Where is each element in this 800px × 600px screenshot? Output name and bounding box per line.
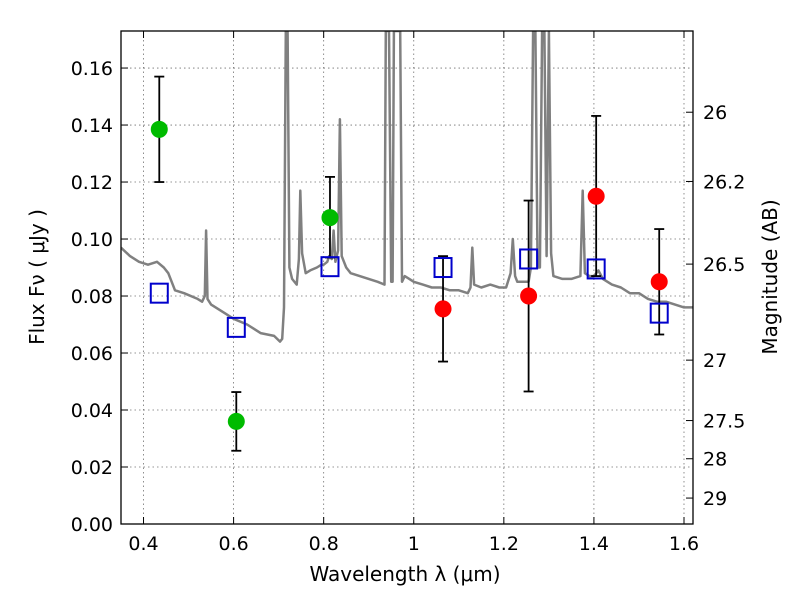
x-tick-label: 1.2 <box>489 533 519 555</box>
y-tick-label: 0.02 <box>71 457 113 479</box>
right-axis-label: Magnitude (AB) <box>758 199 782 354</box>
y-tick-label: 0.12 <box>71 172 113 194</box>
axes: 0.4 0.6 0.8 1 1.2 1.4 1.6 0.00 0.02 0.04 0.06 0.08 0… <box>71 30 745 555</box>
x-axis-label: Wavelength λ (μm) <box>309 562 500 586</box>
right-tick-label: 28 <box>703 449 727 471</box>
model-square <box>519 248 539 270</box>
model-square <box>586 258 606 280</box>
model-square <box>320 256 340 278</box>
right-tick-label: 26.2 <box>703 171 745 193</box>
y-tick-label: 0.06 <box>71 343 113 365</box>
data-point <box>321 209 339 227</box>
y-tick-label: 0.10 <box>71 229 113 251</box>
x-tick-label: 1.4 <box>579 533 609 555</box>
y-tick-label: 0.08 <box>71 286 113 308</box>
right-tick-label: 29 <box>703 488 727 510</box>
plot-area <box>121 31 693 452</box>
model-square <box>149 282 169 304</box>
x-tick-label: 1 <box>408 533 420 555</box>
model-square <box>433 257 453 279</box>
data-point <box>150 120 168 138</box>
data-point <box>434 300 452 318</box>
y-tick-label: 0.04 <box>71 400 113 422</box>
model-square <box>649 302 669 324</box>
x-tick-label: 0.6 <box>218 533 248 555</box>
data-point <box>650 273 668 291</box>
y-axis-label: Flux Fν ( μJy ) <box>25 209 49 345</box>
data-point <box>520 287 538 305</box>
plot-frame <box>120 30 694 525</box>
data-point <box>227 412 245 430</box>
spectrum-line <box>121 31 693 343</box>
y-tick-label: 0.00 <box>71 514 113 536</box>
grid <box>121 31 693 525</box>
data-point <box>587 187 605 205</box>
y-tick-label: 0.14 <box>71 115 113 137</box>
right-tick-label: 26 <box>703 102 727 124</box>
x-tick-label: 0.4 <box>128 533 158 555</box>
right-tick-label: 27.5 <box>703 411 745 433</box>
x-tick-label: 0.8 <box>309 533 339 555</box>
model-square <box>226 316 246 338</box>
right-tick-label: 26.5 <box>703 254 745 276</box>
y-tick-label: 0.16 <box>71 58 113 80</box>
x-tick-label: 1.6 <box>669 533 699 555</box>
right-tick-label: 27 <box>703 350 727 372</box>
